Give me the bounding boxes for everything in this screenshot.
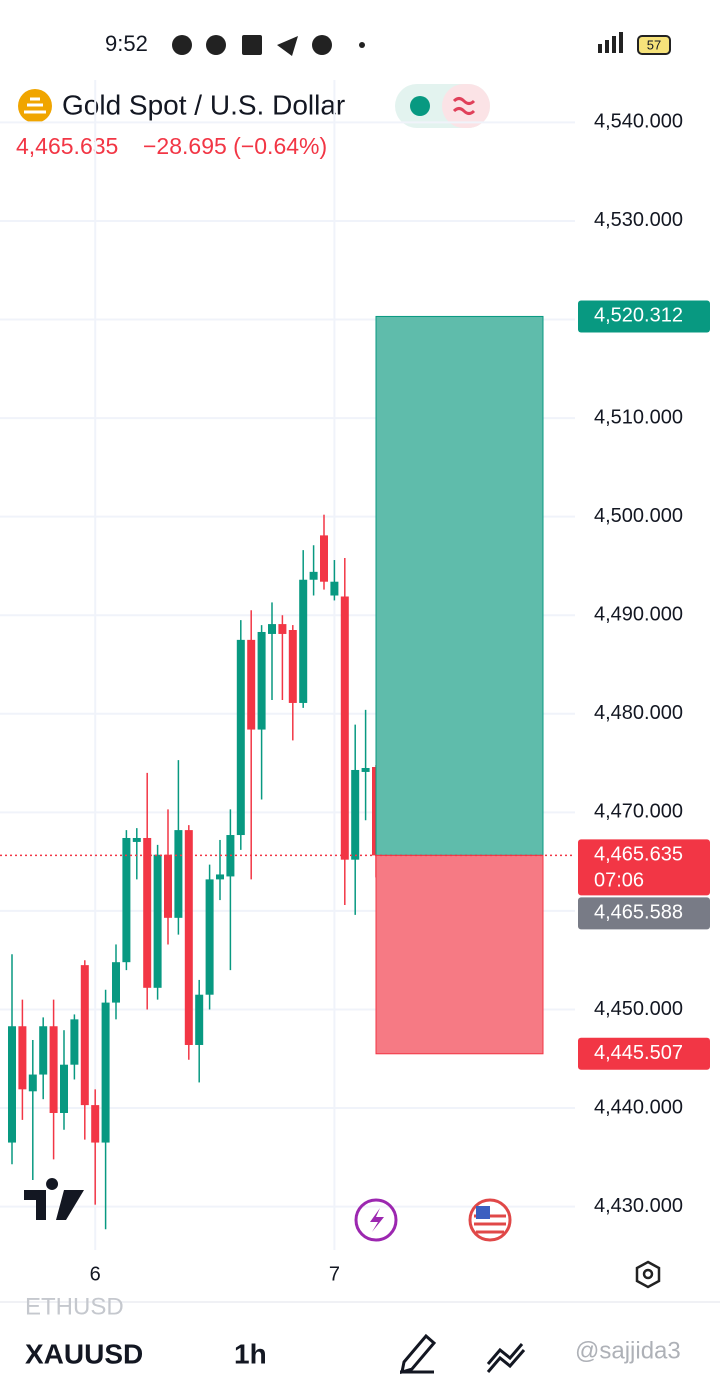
y-tick-label: 4,440.000	[594, 1096, 683, 1118]
price-label-bg	[578, 300, 710, 333]
candle-body	[278, 624, 287, 634]
y-tick-label: 4,540.000	[594, 111, 683, 133]
y-tick-label: 4,490.000	[594, 604, 683, 626]
status-time: 9:52	[105, 31, 148, 56]
position-profit	[375, 315, 544, 856]
symbol[interactable]: XAUUSD	[25, 1338, 143, 1369]
candle-body	[184, 830, 193, 1045]
candle-body	[320, 535, 328, 582]
settings-dot	[642, 1268, 654, 1280]
candle-body	[39, 1026, 48, 1075]
draw-tool[interactable]	[400, 1333, 437, 1375]
battery-level: 57	[647, 37, 661, 52]
symbol-logo-bars	[24, 97, 46, 114]
candle-body	[288, 630, 297, 703]
candle-body	[91, 1105, 100, 1143]
candle-body	[122, 837, 131, 963]
delay-icon	[452, 97, 476, 115]
candle-body	[247, 639, 256, 730]
y-tick-label: 4,530.000	[594, 209, 683, 231]
candle-body	[143, 837, 152, 988]
last-price: 4,465.635	[16, 133, 118, 159]
price-label: 4,465.588	[594, 902, 683, 924]
candle-body	[216, 874, 224, 880]
candle-body	[330, 581, 339, 596]
price-label: 4,465.635	[594, 844, 683, 866]
x-tick-label: 6	[90, 1263, 101, 1285]
events-button[interactable]	[354, 1198, 398, 1242]
candle-body	[60, 1064, 68, 1113]
candle-body	[236, 639, 245, 836]
candle-body	[309, 571, 318, 580]
candle-body	[80, 965, 89, 1106]
candle-body	[70, 1019, 79, 1065]
flag-canton	[476, 1206, 490, 1219]
candle-body	[268, 624, 276, 634]
chart-title: Gold Spot / U.S. Dollar	[62, 89, 345, 120]
status-icons	[172, 32, 623, 56]
settings-button[interactable]	[635, 1260, 661, 1289]
status-pill-right[interactable]	[442, 84, 490, 128]
candle-body	[132, 837, 141, 842]
candle-body	[153, 854, 162, 988]
y-tick-label: 4,510.000	[594, 406, 683, 428]
price-change: −28.695 (−0.64%)	[143, 133, 327, 159]
price-label-bg	[578, 897, 710, 930]
candle-body	[361, 768, 370, 772]
candle-body	[49, 1026, 58, 1113]
candle-body	[28, 1074, 37, 1092]
candle-body	[340, 596, 349, 860]
x-tick-label: 7	[329, 1263, 340, 1285]
price-label-bg	[578, 839, 710, 896]
price-label-countdown: 07:06	[594, 870, 644, 892]
watermark: @sajjida3	[575, 1337, 681, 1364]
y-tick-label: 4,430.000	[594, 1195, 683, 1217]
interval[interactable]: 1h	[234, 1338, 267, 1369]
plot: 4,430.0004,440.0004,450.0004,460.0004,47…	[0, 80, 710, 1285]
candle-body	[299, 579, 308, 703]
candle-body	[8, 1026, 16, 1143]
indicators-tool[interactable]	[486, 1343, 526, 1373]
candle-body	[195, 994, 204, 1045]
candle-body	[112, 962, 120, 1003]
y-tick-label: 4,470.000	[594, 801, 683, 823]
y-tick-label: 4,480.000	[594, 702, 683, 724]
price-label: 4,445.507	[594, 1042, 683, 1064]
events-icon	[370, 1208, 384, 1232]
prev-symbol: ETHUSD	[25, 1293, 124, 1320]
candle-body	[257, 631, 266, 730]
candle-body	[164, 854, 172, 918]
battery	[637, 35, 671, 55]
position-loss	[375, 854, 544, 1055]
candle-body	[101, 1002, 110, 1143]
candle-body	[18, 1026, 27, 1090]
tv-logo	[24, 1178, 84, 1220]
candle-body	[205, 879, 214, 995]
candle-body	[351, 769, 360, 860]
price-label: 4,520.312	[594, 305, 683, 327]
y-tick-label: 4,500.000	[594, 505, 683, 527]
y-tick-label: 4,450.000	[594, 998, 683, 1020]
candle-body	[174, 830, 183, 918]
market-open-dot	[410, 96, 430, 116]
price-label-bg	[578, 1037, 710, 1070]
